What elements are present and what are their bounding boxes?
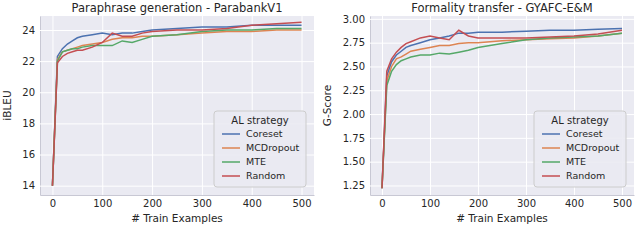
series-line — [382, 30, 622, 188]
x-tick-label: 500 — [292, 198, 311, 209]
legend-swatch — [222, 147, 240, 149]
x-tick-label: 200 — [143, 198, 162, 209]
y-tick-label: 18 — [22, 118, 35, 129]
y-axis: 1.25 1.50 1.75 2.00 2.25 2.50 2.75 3.00 — [343, 14, 634, 196]
legend-swatch — [542, 175, 560, 177]
grid-line — [40, 92, 314, 93]
grid-line — [40, 61, 314, 62]
y-tick-label: 22 — [22, 56, 35, 67]
y-tick: 22 — [22, 56, 314, 67]
x-tick-label: 300 — [193, 198, 212, 209]
legend-swatch — [222, 133, 240, 135]
series-group — [52, 22, 301, 185]
chart-title: Paraphrase generation - ParabankV1 — [71, 1, 282, 15]
legend-label: MTE — [246, 156, 266, 167]
y-tick-label: 16 — [22, 149, 35, 160]
x-tick-label: 0 — [379, 198, 385, 209]
series-group — [382, 28, 622, 188]
x-tick-label: 400 — [565, 198, 584, 209]
y-tick: 3.00 — [343, 14, 634, 25]
x-axis: 0 100 200 300 400 500 — [371, 16, 635, 209]
series-line — [52, 28, 301, 185]
figure: 0 100 200 300 400 500 14 16 18 20 22 24 Paraphrase g… — [0, 0, 640, 225]
y-tick-label: 1.25 — [343, 180, 365, 191]
y-axis-title: iBLEU — [1, 90, 13, 120]
legend-label: Coreset — [566, 128, 603, 139]
y-axis-title: G-Score — [321, 85, 333, 126]
legend-swatch — [542, 133, 560, 135]
x-axis: 0 100 200 300 400 500 — [41, 16, 315, 209]
y-tick: 20 — [22, 87, 314, 98]
x-tick-label: 100 — [93, 198, 112, 209]
chart-title: Formality transfer - GYAFC-E&M — [411, 1, 593, 15]
chart-panel: 0 100 200 300 400 500 14 16 18 20 22 24 Paraphrase g… — [1, 1, 315, 224]
legend-box — [214, 111, 306, 187]
plot-background — [40, 16, 314, 195]
series-line — [52, 30, 301, 186]
legend-label: Random — [246, 170, 285, 181]
x-axis-line — [371, 195, 635, 196]
plot-background — [370, 16, 634, 195]
y-tick: 2.75 — [343, 37, 634, 48]
x-tick-label: 0 — [50, 198, 56, 209]
series-line — [382, 28, 622, 188]
x-tick-label: 300 — [517, 198, 536, 209]
x-tick: 300 — [517, 16, 536, 209]
legend-label: Random — [566, 170, 605, 181]
x-tick: 200 — [469, 16, 488, 209]
legend-title: AL strategy — [551, 115, 608, 126]
chart-panel: 0 100 200 300 400 500 1.25 1.50 1.75 2.00 2.25 2.50… — [321, 1, 635, 224]
y-tick-label: 2.25 — [343, 85, 365, 96]
series-line — [52, 22, 301, 185]
y-axis: 14 16 18 20 22 24 — [22, 17, 314, 196]
legend: AL strategy Coreset MCDropout MTE Random — [214, 111, 306, 187]
y-tick-label: 2.75 — [343, 37, 365, 48]
legend-swatch — [542, 161, 560, 163]
y-tick-label: 2.00 — [343, 109, 365, 120]
legend-box — [534, 111, 626, 187]
x-tick-label: 100 — [421, 198, 440, 209]
x-tick-label: 400 — [243, 198, 262, 209]
legend-label: MCDropout — [566, 142, 620, 153]
x-tick: 100 — [421, 16, 440, 209]
grid-line — [202, 16, 203, 195]
grid-line — [370, 90, 634, 91]
legend-label: MTE — [566, 156, 586, 167]
x-axis-title: # Train Examples — [131, 212, 223, 224]
y-tick-label: 3.00 — [343, 14, 365, 25]
series-line — [52, 25, 301, 185]
y-tick-label: 1.50 — [343, 156, 365, 167]
grid-line — [370, 19, 634, 20]
y-tick-label: 24 — [22, 25, 35, 36]
legend-swatch — [222, 161, 240, 163]
y-tick-label: 2.50 — [343, 61, 365, 72]
y-tick-label: 20 — [22, 87, 35, 98]
grid-line — [370, 66, 634, 67]
legend: AL strategy Coreset MCDropout MTE Random — [534, 111, 626, 187]
legend-title: AL strategy — [231, 115, 288, 126]
x-axis-title: # Train Examples — [456, 212, 548, 224]
y-axis-line — [40, 17, 41, 196]
legend-label: MCDropout — [246, 142, 300, 153]
y-tick-label: 14 — [22, 180, 35, 191]
x-tick: 300 — [193, 16, 212, 209]
x-tick-label: 500 — [613, 198, 632, 209]
legend-swatch — [222, 175, 240, 177]
x-tick: 200 — [143, 16, 162, 209]
grid-line — [152, 16, 153, 195]
legend-swatch — [542, 147, 560, 149]
x-tick-label: 200 — [469, 198, 488, 209]
y-tick-label: 1.75 — [343, 133, 365, 144]
legend-label: Coreset — [246, 128, 283, 139]
x-axis-line — [41, 195, 315, 196]
